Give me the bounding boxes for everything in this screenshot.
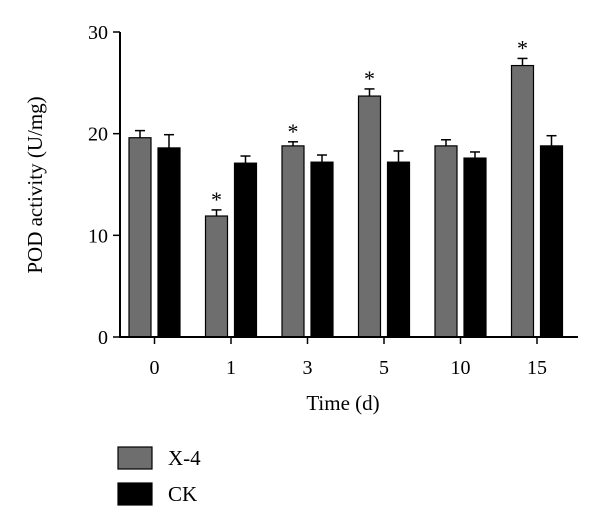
legend-swatch-ck [117,482,153,506]
bar-x-4-0 [128,137,152,338]
legend: X-4 CK [117,446,201,506]
x-tick-label-1: 1 [226,357,236,379]
bar-x-4-3 [281,145,305,338]
significance-star-15: * [517,35,528,60]
significance-star-1: * [211,187,222,212]
x-ticks-layer: 0 1 3 5 10 15 [150,337,547,379]
significance-layer: * * * * [211,35,528,211]
y-axis-title: POD activity (U/mg) [23,96,47,273]
bar-ck-15 [539,145,564,338]
x-tick-label-3: 3 [303,357,313,379]
x-tick-label-10: 10 [451,357,471,379]
significance-star-5: * [364,66,375,91]
y-tick-label-0: 0 [98,327,108,349]
x-tick-label-0: 0 [150,357,160,379]
axes-layer [119,32,578,338]
bar-x-4-15 [510,64,535,338]
legend-label-ck: CK [168,482,197,506]
significance-star-3: * [288,119,299,144]
y-tick-label-20: 20 [88,124,108,146]
x-tick-label-15: 15 [527,357,547,379]
bar-ck-10 [463,157,487,338]
bar-ck-5 [386,161,411,338]
y-tick-label-30: 30 [88,22,108,44]
legend-swatch-x4 [117,446,153,470]
bar-x-4-1 [204,215,229,338]
y-ticks-layer: 0 10 20 30 [88,22,120,349]
bar-ck-0 [157,147,181,338]
x-tick-label-5: 5 [379,357,389,379]
bars-layer [128,64,564,338]
bar-ck-1 [233,162,258,338]
x-axis-title: Time (d) [306,391,379,415]
error-bars-layer [135,57,557,217]
bar-ck-3 [310,161,334,338]
bar-x-4-5 [357,95,382,338]
legend-label-x4: X-4 [168,446,201,470]
y-tick-label-10: 10 [88,225,108,247]
bar-x-4-10 [434,145,458,338]
